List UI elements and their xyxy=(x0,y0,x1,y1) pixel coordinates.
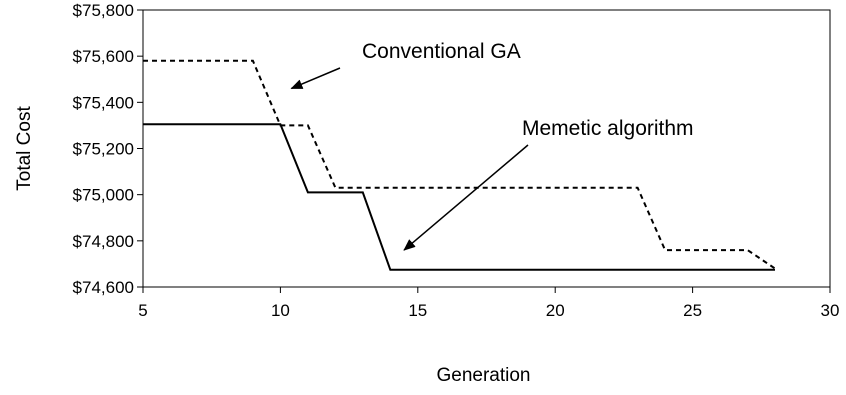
x-tick-label: 5 xyxy=(138,301,147,320)
annotation-conventional-ga: Conventional GA xyxy=(362,40,521,63)
annotation-memetic-algorithm: Memetic algorithm xyxy=(522,117,694,140)
annotation-memetic-algorithm-arrow xyxy=(403,144,529,251)
annotation-conventional-ga-arrow xyxy=(290,67,341,90)
x-tick-label: 15 xyxy=(408,301,427,320)
x-tick-label: 30 xyxy=(821,301,840,320)
series-layer xyxy=(143,59,776,271)
y-axis-title: Total Cost xyxy=(14,106,35,191)
x-tick-label: 20 xyxy=(546,301,565,320)
y-axis-ticks: $74,600 $74,800 $75,000 $75,200 $75,400 $75,6… xyxy=(73,1,143,297)
series-line-solid xyxy=(143,123,775,271)
y-tick-label: $75,400 xyxy=(73,93,134,112)
y-tick-label: $74,600 xyxy=(73,278,134,297)
series-line-dashed xyxy=(143,59,776,270)
x-tick-label: 25 xyxy=(683,301,702,320)
annotation-layer: Conventional GA Memetic algorithm xyxy=(290,40,694,251)
x-tick-label: 10 xyxy=(271,301,290,320)
y-tick-label: $74,800 xyxy=(73,232,134,251)
x-axis-ticks: 5 10 15 20 25 30 xyxy=(138,287,839,320)
y-tick-label: $75,800 xyxy=(73,1,134,20)
y-tick-label: $75,200 xyxy=(73,140,134,159)
x-axis-title: Generation xyxy=(436,365,530,386)
y-tick-label: $75,600 xyxy=(73,47,134,66)
y-tick-label: $75,000 xyxy=(73,186,134,205)
